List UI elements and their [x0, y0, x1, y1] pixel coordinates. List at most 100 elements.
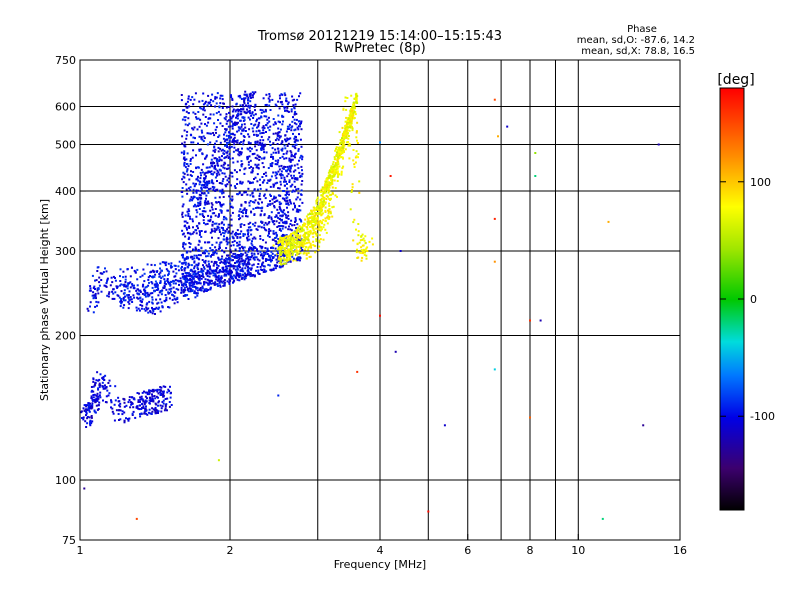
scatter-point — [260, 149, 263, 151]
scatter-point — [89, 424, 92, 427]
scatter-point — [155, 285, 158, 287]
scatter-point — [277, 170, 280, 173]
scatter-point — [246, 193, 249, 196]
scatter-point — [243, 224, 246, 226]
scatter-point — [230, 145, 233, 148]
colorbar-slice — [720, 106, 744, 108]
colorbar-slice — [720, 398, 744, 400]
scatter-point — [140, 307, 143, 310]
scatter-point — [275, 104, 278, 107]
scatter-point — [299, 174, 302, 177]
scatter-point — [110, 276, 113, 279]
scatter-point — [102, 387, 105, 390]
scatter-point — [188, 178, 191, 181]
scatter-point — [268, 264, 271, 267]
scatter-point — [258, 273, 261, 275]
colorbar-slice — [720, 423, 744, 425]
scatter-point — [275, 236, 278, 239]
scatter-point — [157, 288, 160, 290]
scatter-point — [328, 217, 331, 220]
scatter-point — [198, 100, 201, 103]
scatter-point — [204, 172, 207, 175]
scatter-point — [268, 228, 271, 231]
scatter-point — [147, 295, 150, 298]
scatter-point — [203, 252, 206, 255]
scatter-point — [365, 254, 368, 257]
scatter-point — [253, 246, 256, 249]
scatter-point — [269, 260, 272, 263]
scatter-point — [206, 171, 209, 174]
scatter-point — [330, 178, 333, 181]
scatter-point — [215, 270, 218, 273]
scatter-point — [163, 282, 166, 285]
scatter-point — [303, 235, 306, 238]
scatter-point — [357, 234, 360, 237]
scatter-point — [282, 238, 285, 241]
scatter-point — [298, 230, 301, 233]
scatter-point — [240, 132, 243, 135]
scatter-point — [291, 234, 294, 237]
scatter-point — [186, 124, 189, 127]
scatter-point — [344, 120, 347, 123]
scatter-point — [237, 112, 240, 115]
scatter-point — [214, 281, 217, 284]
colorbar-slice — [720, 486, 744, 488]
scatter-point — [214, 251, 217, 253]
scatter-point — [176, 296, 179, 299]
scatter-point — [180, 291, 183, 294]
scatter-point — [286, 183, 288, 185]
scatter-point — [281, 167, 284, 170]
scatter-point — [245, 111, 248, 114]
colorbar-slice — [720, 96, 744, 98]
scatter-point — [346, 97, 349, 99]
colorbar-slice — [720, 107, 744, 109]
scatter-point — [240, 98, 243, 100]
scatter-point — [300, 120, 303, 123]
colorbar-slice — [720, 105, 744, 107]
scatter-point — [307, 230, 310, 233]
scatter-point — [180, 99, 183, 102]
scatter-point — [343, 135, 346, 137]
colorbar-slice — [720, 158, 744, 160]
scatter-point — [210, 260, 213, 263]
scatter-point — [287, 168, 290, 171]
scatter-point — [286, 110, 289, 113]
scatter-point — [153, 308, 155, 311]
scatter-point — [199, 171, 202, 174]
scatter-point — [248, 106, 251, 108]
scatter-point — [356, 121, 359, 124]
colorbar-slice — [720, 343, 744, 345]
scatter-point — [228, 281, 231, 284]
scatter-point — [217, 459, 220, 462]
scatter-point — [297, 167, 300, 170]
scatter-point — [248, 246, 251, 249]
scatter-point — [97, 301, 100, 304]
scatter-point — [327, 210, 330, 213]
scatter-point — [345, 141, 348, 144]
scatter-point — [209, 132, 212, 135]
colorbar-slice — [720, 129, 744, 131]
scatter-point — [92, 287, 95, 289]
scatter-point — [240, 194, 243, 196]
scatter-point — [244, 191, 247, 194]
scatter-point — [194, 137, 196, 140]
scatter-point — [286, 103, 289, 106]
scatter-point — [209, 288, 212, 291]
scatter-point — [294, 221, 296, 223]
scatter-point — [223, 223, 225, 226]
scatter-point — [220, 257, 223, 260]
colorbar-slice — [720, 124, 744, 126]
colorbar-slice — [720, 200, 744, 202]
scatter-point — [319, 190, 322, 193]
scatter-point — [262, 110, 265, 113]
colorbar-slice — [720, 464, 744, 466]
colorbar-slice — [720, 463, 744, 465]
scatter-point — [267, 259, 270, 261]
colorbar-slice — [720, 294, 744, 296]
scatter-point — [239, 104, 242, 107]
scatter-point — [180, 286, 183, 289]
colorbar-slice — [720, 378, 744, 380]
scatter-point — [112, 275, 115, 278]
scatter-point — [181, 142, 184, 145]
scatter-point — [291, 190, 294, 193]
